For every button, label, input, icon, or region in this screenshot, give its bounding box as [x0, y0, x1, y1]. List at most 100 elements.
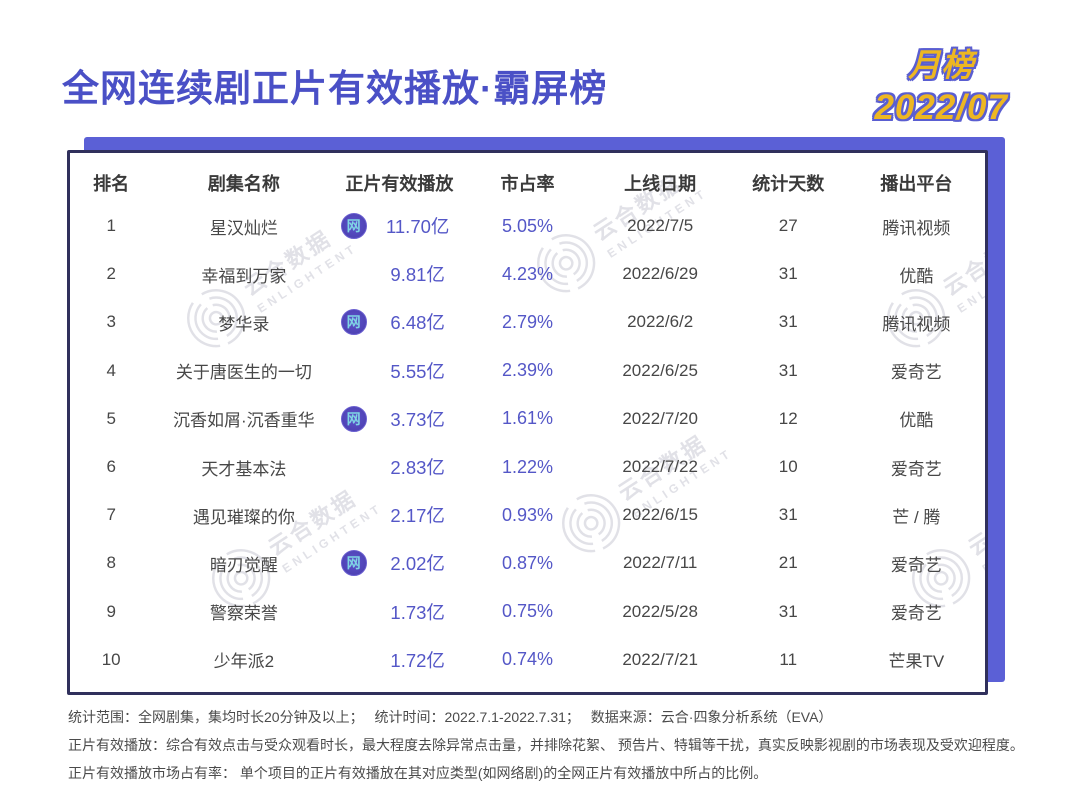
playback-cell: 1.73亿	[390, 601, 445, 623]
launch-date-cell: 2022/7/11	[622, 553, 698, 573]
days-counted-cell: 10	[778, 457, 798, 477]
web-drama-icon: 网	[340, 309, 367, 336]
web-drama-icon: 网	[340, 213, 367, 240]
web-icon-cell: 网	[335, 358, 372, 384]
market-share-cell: 4.23%	[501, 263, 553, 284]
launch-date-cell: 2022/7/22	[622, 457, 698, 477]
playback-cell: 3.73亿	[390, 408, 445, 430]
table-row: 1 星汉灿烂 网 11.70亿 5.05% 2022/7/5 27 腾讯视频	[70, 202, 985, 250]
playback-cell: 2.83亿	[390, 457, 445, 479]
rank-cell: 1	[106, 216, 116, 236]
table-row: 6 天才基本法 网 2.83亿 1.22% 2022/7/22 10 爱奇艺	[70, 443, 985, 491]
table-row: 7 遇见璀璨的你 网 2.17亿 0.93% 2022/6/15 31 芒 / …	[70, 491, 985, 539]
platform-cell: 爱奇艺	[890, 555, 942, 575]
rank-cell: 3	[106, 312, 116, 332]
playback-cell: 2.17亿	[390, 505, 445, 527]
days-counted-cell: 31	[778, 312, 798, 332]
platform-cell: 优酷	[899, 266, 934, 286]
market-share-cell: 1.22%	[501, 456, 553, 477]
drama-name-cell: 幸福到万家	[201, 266, 287, 286]
table-row: 2 幸福到万家 网 9.81亿 4.23% 2022/6/29 31 优酷	[70, 250, 985, 298]
rank-cell: 4	[106, 360, 116, 380]
days-counted-cell: 21	[778, 553, 798, 573]
web-icon-cell: 网	[335, 309, 372, 336]
launch-date-cell: 2022/7/5	[627, 216, 694, 236]
rank-cell: 5	[106, 408, 116, 428]
web-icon-cell: 网	[335, 213, 372, 240]
web-drama-icon: 网	[340, 550, 367, 577]
footnote-share-def: 正片有效播放市场占有率： 单个项目的正片有效播放在其对应类型(如网络剧)的全网正…	[68, 765, 768, 781]
market-share-cell: 1.61%	[501, 408, 553, 429]
rank-cell: 9	[106, 601, 116, 621]
platform-cell: 芒 / 腾	[892, 507, 941, 527]
col-header-share: 市占率	[500, 174, 555, 194]
web-icon-cell: 网	[335, 599, 372, 625]
col-header-platform: 播出平台	[880, 174, 953, 194]
market-share-cell: 0.87%	[501, 552, 553, 573]
playback-cell: 1.72亿	[390, 649, 445, 671]
days-counted-cell: 11	[779, 649, 798, 669]
drama-name-cell: 少年派2	[213, 652, 275, 672]
table-row: 9 警察荣誉 网 1.73亿 0.75% 2022/5/28 31 爱奇艺	[70, 588, 985, 636]
rank-cell: 10	[101, 649, 121, 669]
playback-cell: 11.70亿	[385, 216, 450, 238]
badge-month-value: 2022/07	[874, 88, 1008, 127]
col-header-playback: 正片有效播放	[345, 174, 454, 194]
badge-period-label: 月榜	[908, 47, 975, 83]
platform-cell: 爱奇艺	[890, 459, 942, 479]
drama-name-cell: 梦华录	[218, 314, 270, 334]
footnote-definition: 正片有效播放：综合有效点击与受众观看时长，最大程度去除异常点击量，并排除花絮、 …	[68, 737, 1024, 753]
ranking-table-card: 云合数据 ENLIGHTENT 云合数据 ENLIGHTENT 云合数据 ENLIGHTE…	[67, 150, 988, 695]
table-header-row: 排名 剧集名称 正片有效播放 市占率 上线日期 统计天数 播出平台	[70, 153, 985, 202]
platform-cell: 腾讯视频	[882, 314, 951, 334]
col-header-date: 上线日期	[624, 174, 697, 194]
col-header-rank: 排名	[93, 174, 130, 194]
market-share-cell: 0.74%	[501, 649, 553, 670]
launch-date-cell: 2022/6/29	[622, 264, 698, 284]
market-share-cell: 0.75%	[501, 601, 553, 622]
drama-name-cell: 天才基本法	[201, 459, 287, 479]
drama-name-cell: 警察荣誉	[209, 604, 278, 624]
platform-cell: 优酷	[899, 411, 934, 431]
web-icon-cell: 网	[335, 405, 372, 432]
drama-name-cell: 暗刃觉醒	[209, 555, 278, 575]
rank-cell: 6	[106, 457, 116, 477]
days-counted-cell: 31	[778, 601, 798, 621]
market-share-cell: 0.93%	[501, 504, 553, 525]
table-row: 4 关于唐医生的一切 网 5.55亿 2.39% 2022/6/25 31 爱奇…	[70, 347, 985, 395]
page-title: 全网连续剧正片有效播放·霸屏榜	[62, 68, 608, 109]
col-header-name: 剧集名称	[207, 174, 280, 194]
footnote-scope: 统计范围：全网剧集，集均时长20分钟及以上； 统计时间：2022.7.1-202…	[68, 709, 833, 725]
table-row: 10 少年派2 网 1.72亿 0.74% 2022/7/21 11 芒果TV	[70, 636, 985, 684]
platform-cell: 腾讯视频	[882, 218, 951, 238]
rank-cell: 7	[106, 505, 116, 525]
web-icon-cell: 网	[335, 502, 372, 528]
market-share-cell: 2.79%	[501, 311, 553, 332]
table-row: 8 暗刃觉醒 网 2.02亿 0.87% 2022/7/11 21 爱奇艺	[70, 539, 985, 587]
web-icon-cell: 网	[335, 454, 372, 480]
launch-date-cell: 2022/6/2	[627, 312, 694, 332]
market-share-cell: 5.05%	[501, 215, 553, 236]
playback-cell: 2.02亿	[390, 553, 445, 575]
table-row: 3 梦华录 网 6.48亿 2.79% 2022/6/2 31 腾讯视频	[70, 298, 985, 346]
launch-date-cell: 2022/7/21	[622, 649, 698, 669]
web-icon-cell: 网	[335, 550, 372, 577]
days-counted-cell: 27	[778, 216, 798, 236]
footnotes: 统计范围：全网剧集，集均时长20分钟及以上； 统计时间：2022.7.1-202…	[68, 703, 1028, 787]
web-icon-cell: 网	[335, 261, 372, 287]
drama-name-cell: 星汉灿烂	[209, 218, 278, 238]
platform-cell: 爱奇艺	[890, 363, 942, 383]
table-body: 1 星汉灿烂 网 11.70亿 5.05% 2022/7/5 27 腾讯视频 2…	[70, 202, 985, 684]
drama-name-cell: 沉香如屑·沉香重华	[173, 411, 315, 431]
playback-cell: 9.81亿	[390, 264, 445, 286]
web-drama-icon: 网	[340, 405, 367, 432]
market-share-cell: 2.39%	[501, 360, 553, 381]
col-header-days: 统计天数	[752, 174, 825, 194]
launch-date-cell: 2022/7/20	[622, 408, 698, 428]
web-icon-cell: 网	[335, 647, 372, 673]
month-badge: 月榜 2022/07	[874, 40, 1008, 128]
platform-cell: 芒果TV	[888, 652, 945, 672]
rank-cell: 2	[106, 264, 116, 284]
drama-name-cell: 关于唐医生的一切	[175, 363, 312, 383]
